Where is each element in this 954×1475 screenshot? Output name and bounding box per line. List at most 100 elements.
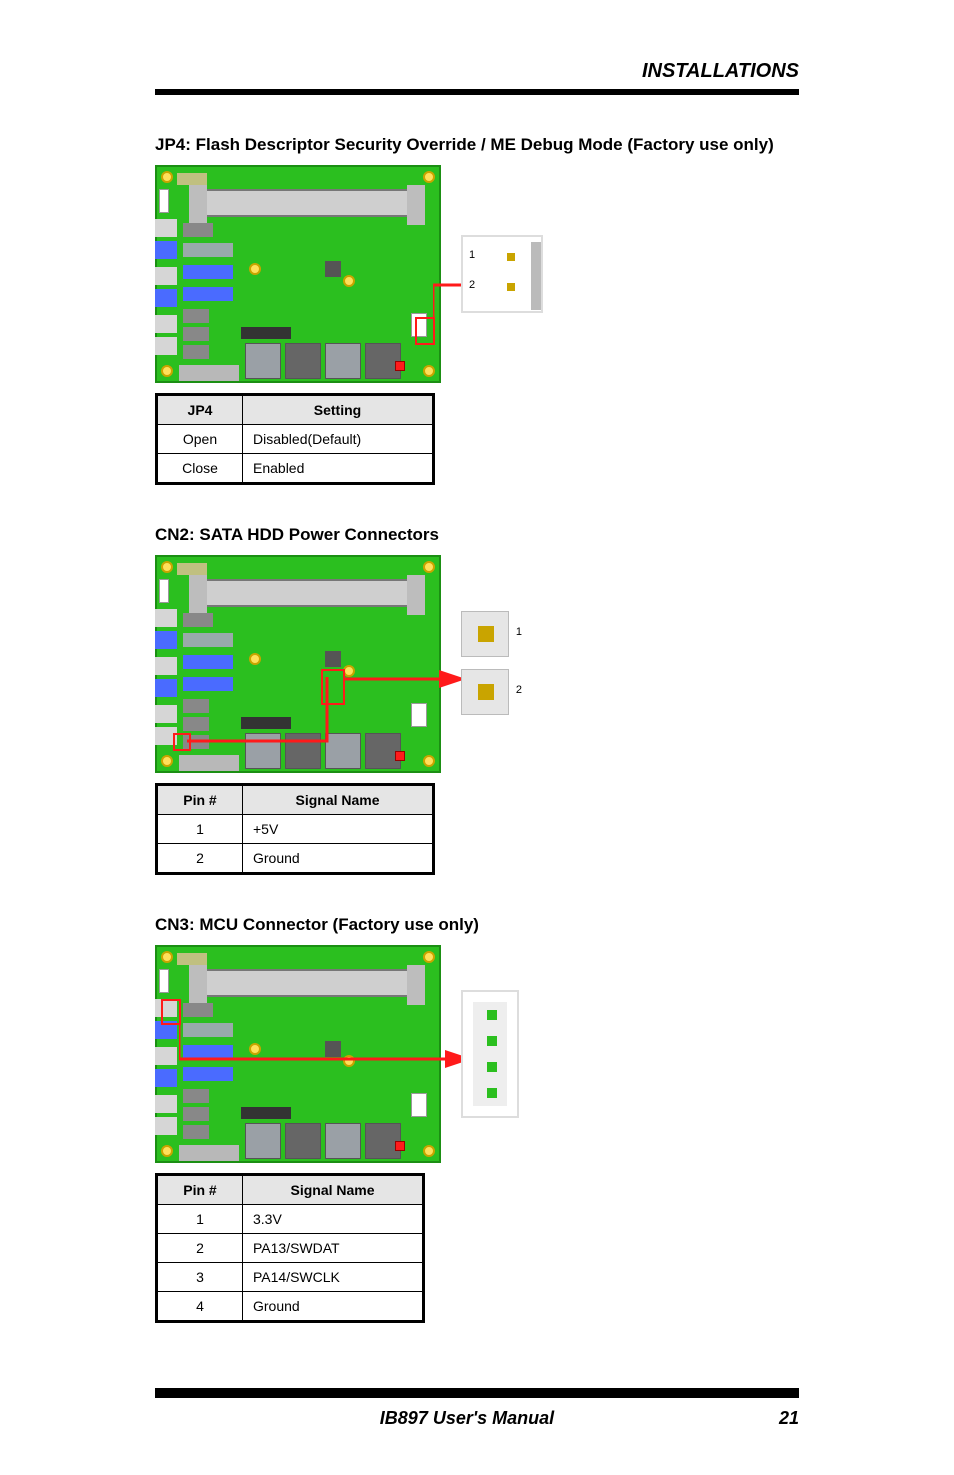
pin-header-icon: [183, 243, 233, 257]
section-cn3-title: CN3: MCU Connector (Factory use only): [155, 915, 799, 935]
pin-header-icon: [183, 265, 233, 279]
cn3-col-1: Signal Name: [243, 1175, 424, 1205]
section-cn2-title: CN2: SATA HDD Power Connectors: [155, 525, 799, 545]
table-cell: 1: [157, 815, 243, 844]
cn3-callout: [461, 990, 519, 1118]
header-strip-icon: [177, 563, 207, 575]
table-cell: Ground: [243, 1292, 424, 1322]
cn3-table: Pin # Signal Name 13.3V2PA13/SWDAT3PA14/…: [155, 1173, 425, 1323]
side-connector-icon: [155, 609, 177, 627]
io-connector-icon: [245, 733, 281, 769]
jp4-callout-box: 1 2: [461, 235, 543, 313]
pin-header-icon: [183, 309, 209, 323]
screw-icon: [423, 755, 435, 767]
pin-header-icon: [183, 1023, 233, 1037]
io-connector-icon: [325, 343, 361, 379]
cn3-col-0: Pin #: [157, 1175, 243, 1205]
screw-icon: [161, 171, 173, 183]
pin-header-icon: [183, 633, 233, 647]
side-connector-icon: [155, 315, 177, 333]
io-connector-icon: [245, 1123, 281, 1159]
jp4-col-0: JP4: [157, 395, 243, 425]
io-connectors-row: [245, 343, 401, 379]
header-strip-icon: [177, 953, 207, 965]
screw-icon: [343, 1055, 355, 1067]
cn2-col-1: Signal Name: [243, 785, 434, 815]
section-cn2: CN2: SATA HDD Power Connectors: [155, 525, 799, 875]
cn2-table: Pin # Signal Name 1+5V2Ground: [155, 783, 435, 875]
section-jp4: JP4: Flash Descriptor Security Override …: [155, 135, 799, 485]
cn3-callout-box: [461, 990, 519, 1118]
jp4-jumper-icon: [411, 703, 427, 727]
pin-header-icon: [241, 327, 291, 339]
chip-icon: [325, 261, 341, 277]
side-connector-icon: [155, 1047, 177, 1065]
footer-manual-title: IB897 User's Manual: [380, 1408, 554, 1429]
dimm-slot-icon: [197, 579, 417, 607]
screw-icon: [249, 653, 261, 665]
pin-header-icon: [183, 1045, 233, 1059]
pin-header-icon: [183, 1067, 233, 1081]
bracket-icon: [179, 365, 239, 381]
pin-icon: [487, 1062, 497, 1072]
pin-label: 1: [469, 249, 475, 261]
screw-icon: [161, 561, 173, 573]
table-cell: 4: [157, 1292, 243, 1322]
side-connector-icon: [155, 1117, 177, 1135]
table-cell: 3.3V: [243, 1205, 424, 1234]
screw-icon: [161, 365, 173, 377]
table-cell: 3: [157, 1263, 243, 1292]
pin-header-icon: [183, 1003, 213, 1017]
section-cn3: CN3: MCU Connector (Factory use only): [155, 915, 799, 1323]
side-connector-icon: [155, 1069, 177, 1087]
screw-icon: [423, 951, 435, 963]
pin-icon: [507, 283, 515, 291]
pin-header-icon: [241, 1107, 291, 1119]
led-icon: [395, 361, 405, 371]
highlight-box: [161, 999, 181, 1025]
pin-header-icon: [183, 677, 233, 691]
table-cell: 2: [157, 1234, 243, 1263]
side-connector-icon: [155, 1095, 177, 1113]
pcb-board-cn2: [155, 555, 441, 773]
table-cell: +5V: [243, 815, 434, 844]
pin-icon: [507, 253, 515, 261]
header-rule: [155, 89, 799, 95]
io-connectors-row: [245, 733, 401, 769]
power-connector-icon: 2: [461, 669, 509, 715]
highlight-box: [321, 669, 345, 705]
screw-icon: [161, 755, 173, 767]
power-connector-icon: 1: [461, 611, 509, 657]
chip-icon: [325, 651, 341, 667]
bracket-icon: [179, 755, 239, 771]
side-connector-icon: [155, 241, 177, 259]
pin-header-icon: [241, 717, 291, 729]
io-connector-icon: [285, 343, 321, 379]
pin-header-icon: [183, 655, 233, 669]
screw-icon: [423, 365, 435, 377]
dimm-slot-icon: [197, 969, 417, 997]
page-footer: IB897 User's Manual 21: [155, 1388, 799, 1429]
chip-icon: [325, 1041, 341, 1057]
pin-icon: [487, 1036, 497, 1046]
pcb-board-cn3: [155, 945, 441, 1163]
highlight-box: [415, 317, 435, 345]
io-connector-icon: [325, 733, 361, 769]
side-connector-icon: [155, 219, 177, 237]
page-header: INSTALLATIONS: [155, 60, 799, 89]
cn3-figure-row: [155, 945, 799, 1163]
table-cell: 1: [157, 1205, 243, 1234]
screw-icon: [161, 1145, 173, 1157]
pin-header-icon: [183, 1107, 209, 1121]
side-connector-icon: [155, 631, 177, 649]
side-connector-icon: [155, 337, 177, 355]
screw-icon: [423, 171, 435, 183]
pin-icon: [478, 626, 494, 642]
screw-icon: [423, 1145, 435, 1157]
side-connector-icon: [155, 657, 177, 675]
jp4-jumper-icon: [411, 1093, 427, 1117]
pin-label: 2: [516, 684, 522, 696]
dimm-slot-icon: [197, 189, 417, 217]
bracket-icon: [179, 1145, 239, 1161]
table-cell: Open: [157, 425, 243, 454]
